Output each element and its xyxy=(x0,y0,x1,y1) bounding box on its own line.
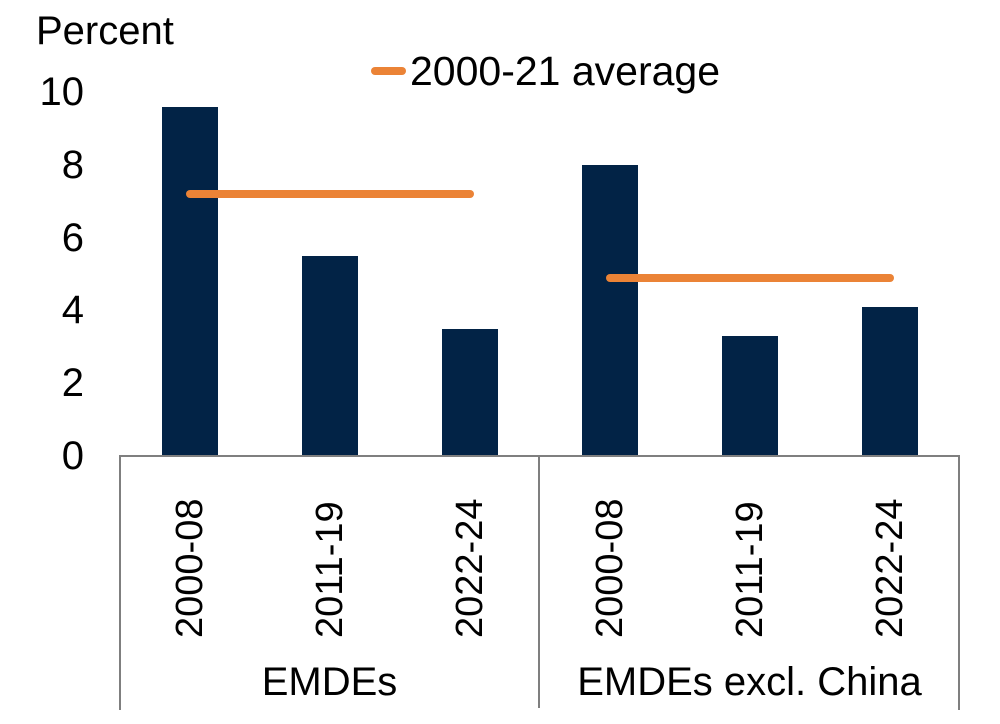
bar-emdes-2000-08 xyxy=(162,106,218,456)
x-axis-tick-label: 2000-08 xyxy=(169,498,211,638)
y-axis-tick-label: 4 xyxy=(61,288,84,333)
y-axis-title: Percent xyxy=(36,9,174,53)
average-line-emdes xyxy=(186,189,474,198)
bar-emdes-excl-china-2011-19 xyxy=(722,335,778,456)
y-axis-tick-label: 8 xyxy=(61,142,84,187)
average-line-emdes-excl-china xyxy=(606,273,894,282)
y-axis-tick-label: 6 xyxy=(61,215,84,260)
y-axis-tick-label: 10 xyxy=(39,70,85,114)
x-axis-tick-label: 2011-19 xyxy=(309,501,351,638)
bar-emdes-2011-19 xyxy=(302,255,358,456)
group-label-emdes-excl-china: EMDEs excl. China xyxy=(577,660,922,704)
bar-emdes-excl-china-2000-08 xyxy=(582,164,638,456)
category-box-divider xyxy=(538,455,540,708)
x-axis-tick-label: 2022-24 xyxy=(449,498,491,638)
category-box-right-border xyxy=(958,455,960,710)
x-axis-tick-label: 2000-08 xyxy=(589,498,631,638)
bar-emdes-2022-24 xyxy=(442,328,498,456)
legend: 2000-21 average xyxy=(371,48,720,94)
group-label-emdes: EMDEs xyxy=(261,660,398,704)
legend-line-marker xyxy=(371,67,406,75)
x-axis-tick-label: 2022-24 xyxy=(869,498,911,638)
bar-emdes-excl-china-2022-24 xyxy=(862,306,918,456)
y-axis-tick-label: 2 xyxy=(61,361,84,406)
legend-label: 2000-21 average xyxy=(410,48,721,94)
category-box-left-border xyxy=(119,455,121,710)
y-axis-tick-label: 0 xyxy=(61,434,84,478)
x-axis-tick-label: 2011-19 xyxy=(729,501,771,638)
